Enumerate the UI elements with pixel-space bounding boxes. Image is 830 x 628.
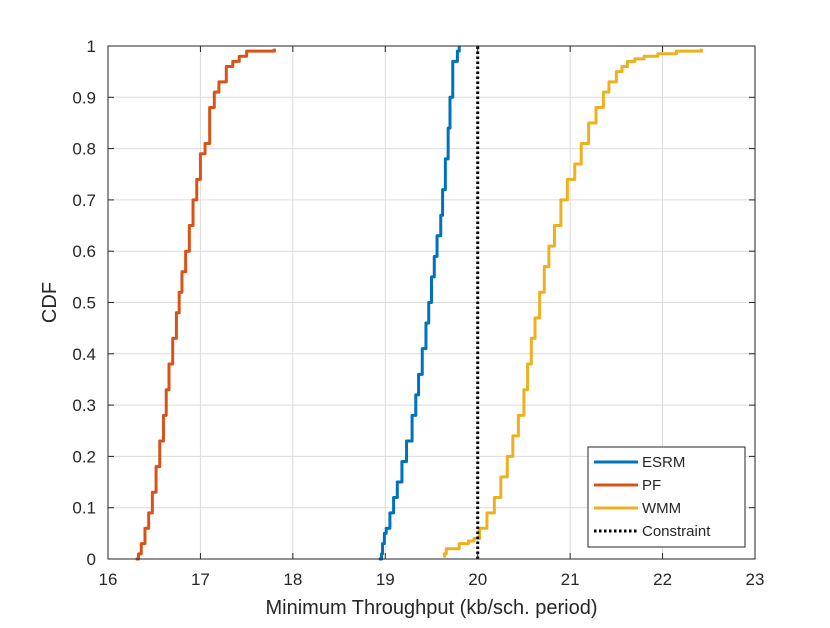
y-tick-label: 0.2 (72, 447, 96, 466)
x-tick-label: 23 (746, 570, 765, 589)
series-layer (135, 46, 703, 561)
x-tick-label: 20 (468, 570, 487, 589)
y-tick-label: 0.3 (72, 396, 96, 415)
x-axis-label: Minimum Throughput (kb/sch. period) (266, 597, 598, 619)
y-tick-label: 0.5 (72, 294, 96, 313)
x-tick-label: 22 (653, 570, 672, 589)
y-tick-label: 0.4 (72, 345, 96, 364)
y-tick-label: 0.9 (72, 88, 96, 107)
legend-label: WMM (642, 500, 681, 517)
legend-label: ESRM (642, 454, 685, 471)
y-tick-label: 0.7 (72, 191, 96, 210)
y-axis-label: CDF (39, 282, 61, 323)
series-line-pf (135, 48, 276, 561)
legend: ESRM PF WMM Constraint (587, 446, 746, 548)
y-tick-label: 0.6 (72, 242, 96, 261)
legend-label: Constraint (642, 523, 711, 540)
legend-label: PF (642, 477, 661, 494)
y-tick-label: 1 (87, 37, 96, 56)
series-line-wmm (442, 48, 703, 558)
y-tick-label: 0.8 (72, 140, 96, 159)
x-tick-label: 21 (561, 570, 580, 589)
tick-labels: 16 17 18 19 20 21 22 23 0 0.1 0.2 0.3 0.4 0.5 0.6 0.7 0.… (72, 37, 764, 589)
x-tick-label: 18 (283, 570, 302, 589)
x-tick-label: 19 (376, 570, 395, 589)
series-line-esrm (378, 46, 461, 561)
y-tick-label: 0.1 (72, 499, 96, 518)
x-tick-label: 16 (99, 570, 118, 589)
y-tick-label: 0 (87, 550, 96, 569)
x-tick-label: 17 (191, 570, 210, 589)
ticks (107, 45, 756, 560)
